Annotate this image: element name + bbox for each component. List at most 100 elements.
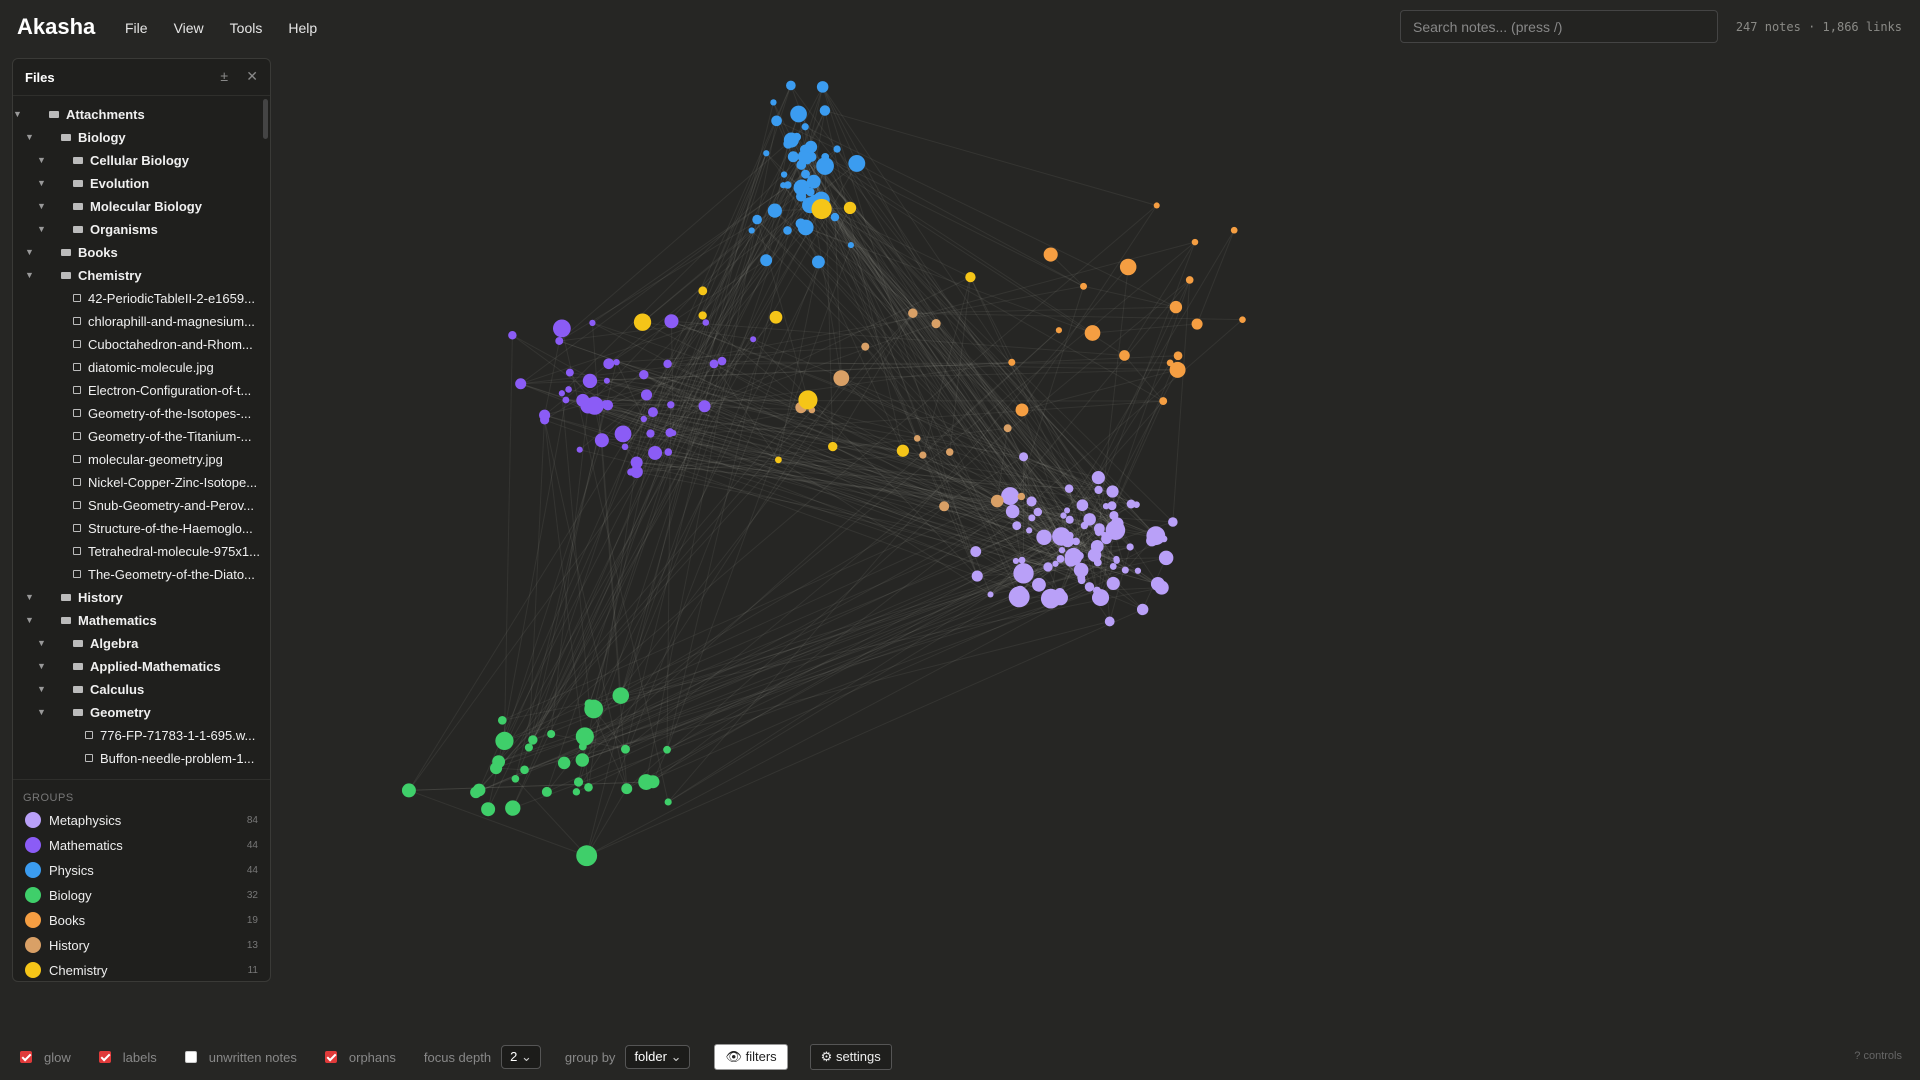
graph-node[interactable]	[528, 735, 538, 745]
select[interactable]: folder	[625, 1045, 691, 1069]
file-row[interactable]: Snub-Geometry-and-Perov...	[13, 494, 263, 517]
graph-node[interactable]	[1033, 507, 1043, 517]
graph-node[interactable]	[775, 456, 782, 464]
graph-node[interactable]	[1032, 577, 1046, 592]
graph-node[interactable]	[1166, 359, 1174, 367]
graph-node[interactable]	[1107, 501, 1117, 511]
checkbox-box[interactable]	[98, 1051, 111, 1063]
graph-node[interactable]	[664, 314, 679, 329]
graph-node[interactable]	[843, 201, 857, 215]
graph-node[interactable]	[1101, 531, 1108, 539]
graph-node[interactable]	[1104, 616, 1115, 627]
graph-node[interactable]	[1073, 562, 1089, 578]
graph-node[interactable]	[931, 319, 941, 329]
graph-node[interactable]	[1036, 529, 1052, 545]
graph-node[interactable]	[783, 132, 799, 148]
graph-node[interactable]	[1121, 566, 1129, 574]
graph-node[interactable]	[1113, 526, 1121, 535]
graph-node[interactable]	[1158, 550, 1174, 566]
graph-node[interactable]	[575, 753, 590, 767]
graph-node[interactable]	[575, 727, 594, 746]
group-row[interactable]: Metaphysics 84	[13, 808, 270, 833]
graph-node[interactable]	[1005, 504, 1020, 519]
graph-node[interactable]	[1072, 537, 1080, 546]
checkbox-box[interactable]	[184, 1051, 197, 1063]
file-row[interactable]: chloraphill-and-magnesium...	[13, 310, 263, 333]
graph-node[interactable]	[663, 359, 672, 369]
controls-help[interactable]: ? controls	[1854, 1050, 1902, 1062]
graph-node[interactable]	[833, 145, 841, 153]
graph-node[interactable]	[806, 174, 821, 189]
graph-node[interactable]	[584, 699, 595, 709]
graph-node[interactable]	[990, 494, 1004, 508]
graph-node[interactable]	[1136, 603, 1149, 616]
collapse-button[interactable]: ±	[220, 68, 228, 84]
graph-node[interactable]	[515, 378, 527, 390]
graph-node[interactable]	[472, 783, 486, 797]
graph-node[interactable]	[1075, 551, 1084, 560]
graph-node[interactable]	[541, 786, 552, 797]
graph-node[interactable]	[939, 501, 950, 512]
graph-node[interactable]	[780, 182, 787, 189]
graph-node[interactable]	[1056, 555, 1065, 563]
graph-node[interactable]	[497, 715, 507, 725]
graph-node[interactable]	[646, 429, 655, 438]
graph-node[interactable]	[790, 105, 807, 123]
graph-node[interactable]	[511, 774, 520, 783]
graph-node[interactable]	[505, 800, 521, 816]
graph-node[interactable]	[648, 445, 663, 460]
graph-node[interactable]	[585, 396, 604, 415]
graph-node[interactable]	[945, 448, 954, 456]
graph-node[interactable]	[1043, 562, 1053, 572]
graph-node[interactable]	[481, 802, 496, 817]
graph-node[interactable]	[1094, 485, 1103, 495]
graph-node[interactable]	[1106, 485, 1119, 498]
close-button[interactable]: ✕	[246, 68, 258, 84]
graph-node[interactable]	[572, 788, 581, 796]
graph-node[interactable]	[1169, 361, 1186, 378]
graph-node[interactable]	[582, 373, 598, 389]
graph-node[interactable]	[401, 783, 416, 798]
graph-node[interactable]	[670, 429, 677, 437]
graph-node[interactable]	[539, 409, 551, 421]
graph-node[interactable]	[1113, 555, 1120, 563]
scrollbar[interactable]	[263, 99, 268, 139]
graph-node[interactable]	[797, 149, 812, 164]
search-input[interactable]: Search notes... (press /)	[1400, 10, 1718, 43]
graph-node[interactable]	[783, 226, 792, 235]
folder-row[interactable]: History	[13, 586, 263, 609]
graph-node[interactable]	[621, 783, 633, 795]
graph-node[interactable]	[1065, 515, 1074, 524]
graph-node[interactable]	[565, 386, 572, 393]
graph-node[interactable]	[492, 755, 506, 769]
graph-node[interactable]	[1064, 507, 1071, 514]
menu-item[interactable]: View	[173, 20, 204, 36]
graph-node[interactable]	[919, 451, 927, 459]
graph-node[interactable]	[816, 157, 834, 175]
graph-node[interactable]	[1159, 397, 1168, 406]
graph-node[interactable]	[613, 358, 620, 366]
graph-node[interactable]	[1087, 548, 1102, 562]
group-row[interactable]: Mathematics 44	[13, 833, 270, 858]
graph-node[interactable]	[750, 336, 757, 343]
file-row[interactable]: 776-FP-71783-1-1-695.w...	[13, 724, 263, 747]
graph-node[interactable]	[811, 198, 832, 220]
graph-node[interactable]	[1015, 403, 1029, 417]
graph-node[interactable]	[1008, 358, 1016, 366]
graph-node[interactable]	[573, 777, 584, 787]
graph-node[interactable]	[717, 356, 727, 366]
checkbox[interactable]: glow	[20, 1050, 71, 1065]
graph-node[interactable]	[819, 105, 831, 116]
graph-node[interactable]	[1126, 543, 1134, 551]
graph-node[interactable]	[828, 441, 838, 452]
graph-node[interactable]	[769, 310, 783, 324]
graph-node[interactable]	[1001, 487, 1020, 506]
graph-node[interactable]	[620, 744, 630, 754]
graph-node[interactable]	[748, 227, 755, 234]
graph-node[interactable]	[1064, 547, 1083, 566]
graph-node[interactable]	[524, 743, 533, 752]
graph-node[interactable]	[1109, 510, 1119, 521]
graph-node[interactable]	[784, 181, 792, 189]
graph-node[interactable]	[1012, 521, 1022, 531]
graph-node[interactable]	[1084, 582, 1095, 592]
